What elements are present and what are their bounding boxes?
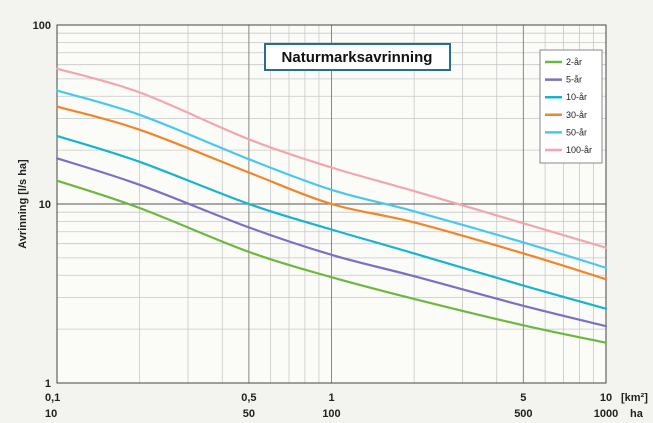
- series-lines: [55, 67, 608, 344]
- x-unit-label: [km²]: [621, 392, 648, 404]
- y-axis-label: Avrinning [l/s ha]: [17, 159, 29, 249]
- x2-tick-label: 1000: [594, 408, 618, 420]
- x2-tick-label: 10: [45, 408, 57, 420]
- y-tick-labels: 100 10 1: [33, 20, 51, 390]
- series-line-10-år: [55, 134, 608, 310]
- x2-tick-labels: 10 50 100 500 1000: [45, 408, 618, 420]
- x-tick-label: 1: [328, 392, 334, 404]
- legend-label: 5-år: [566, 75, 582, 85]
- chart-title: Naturmarksavrinning: [282, 49, 433, 66]
- x-tick-label: 0,5: [241, 392, 256, 404]
- legend-box: [539, 49, 603, 164]
- x-tick-labels: 0,1 0,5 1 5 10: [45, 392, 612, 404]
- x2-tick-label: 500: [514, 408, 532, 420]
- series-line-50-år: [55, 89, 608, 269]
- series-line-5-år: [55, 157, 608, 328]
- x-tick-label: 10: [600, 392, 612, 404]
- series-line-2-år: [55, 179, 608, 344]
- x2-tick-label: 100: [322, 408, 340, 420]
- series-line-30-år: [55, 105, 608, 281]
- legend-label: 2-år: [566, 57, 582, 67]
- x-tick-label: 0,1: [45, 392, 60, 404]
- chart-title-box: Naturmarksavrinning: [264, 43, 451, 71]
- legend-label: 50-år: [566, 127, 587, 137]
- series-line-100-år: [55, 67, 608, 249]
- x2-unit-label: ha: [630, 408, 644, 420]
- legend: 2-år 5-år 10-år 30-år 50-år 100-år: [539, 49, 603, 164]
- y-tick-label: 10: [39, 199, 51, 211]
- x2-tick-label: 50: [243, 408, 255, 420]
- x-tick-label: 5: [520, 392, 526, 404]
- legend-label: 10-år: [566, 92, 587, 102]
- plot-frame: [56, 24, 607, 384]
- y-tick-label: 1: [45, 378, 51, 390]
- legend-label: 100-år: [566, 145, 592, 155]
- y-tick-label: 100: [33, 20, 51, 32]
- legend-label: 30-år: [566, 110, 587, 120]
